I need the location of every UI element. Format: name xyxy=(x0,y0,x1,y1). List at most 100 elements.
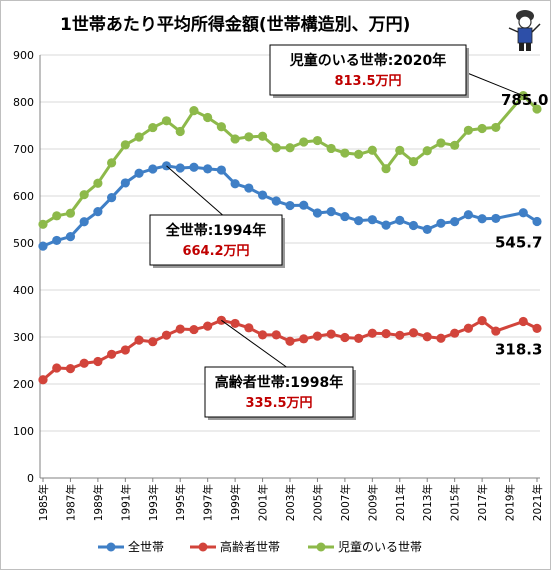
data-point xyxy=(161,116,172,126)
data-point xyxy=(189,106,199,116)
data-point xyxy=(148,122,158,133)
y-tick-label: 400 xyxy=(13,284,34,297)
data-point xyxy=(230,134,240,144)
callouts: 545.7 318.3 785.0 全世帯:1994年 664.2万円高齢者世帯:199… xyxy=(149,44,548,420)
x-tick-label: 2011年 xyxy=(394,484,407,521)
data-point xyxy=(65,208,76,218)
data-point xyxy=(422,146,432,156)
data-point xyxy=(203,321,213,331)
data-point xyxy=(52,235,62,246)
y-tick-label: 200 xyxy=(13,378,34,391)
y-tick-label: 700 xyxy=(13,143,34,156)
data-point xyxy=(148,337,158,347)
mascot-figure-icon xyxy=(508,10,541,51)
data-point xyxy=(463,125,473,135)
callout-box xyxy=(269,44,467,96)
x-tick-label: 2007年 xyxy=(339,484,352,521)
data-point xyxy=(477,123,487,134)
data-point xyxy=(395,215,405,225)
end-value-label: 318.3 xyxy=(495,340,542,358)
data-point xyxy=(134,132,144,142)
data-point xyxy=(203,164,213,174)
data-point xyxy=(312,135,323,146)
x-tick-label: 1993年 xyxy=(147,484,160,521)
y-tick-label: 500 xyxy=(13,237,34,250)
y-tick-label: 100 xyxy=(13,425,34,438)
legend: 全世帯 高齢者世帯 児童のいる世帯 xyxy=(98,539,422,554)
data-point xyxy=(491,213,501,224)
data-point xyxy=(326,207,336,217)
data-point xyxy=(52,211,62,221)
data-point xyxy=(175,324,185,334)
data-point xyxy=(120,178,130,188)
x-tick-label: 1989年 xyxy=(92,484,105,521)
data-point xyxy=(395,145,405,156)
x-tick-label: 2005年 xyxy=(311,484,324,521)
data-point xyxy=(203,112,213,123)
data-point xyxy=(299,137,309,147)
data-point xyxy=(65,364,76,374)
data-point xyxy=(381,164,391,174)
data-point xyxy=(491,326,501,336)
data-point xyxy=(340,211,350,222)
legend-swatch-marker xyxy=(316,542,326,552)
data-point xyxy=(408,220,419,231)
data-point xyxy=(450,217,460,227)
data-point xyxy=(340,332,350,343)
axes: 0 100 200 300 400 500 600 700 800 900 1985年 1987年 19… xyxy=(13,49,544,521)
data-point xyxy=(312,208,323,218)
y-tick-label: 300 xyxy=(13,331,34,344)
data-point xyxy=(381,220,391,230)
y-tick-label: 800 xyxy=(13,96,34,109)
data-point xyxy=(395,330,405,340)
x-tick-label: 2013年 xyxy=(421,484,434,521)
data-point xyxy=(38,375,48,385)
data-point xyxy=(436,218,446,228)
callout-value: 664.2万円 xyxy=(182,244,249,259)
legend-label: 全世帯 xyxy=(128,539,164,554)
data-point xyxy=(422,224,432,235)
x-tick-label: 1987年 xyxy=(64,484,77,521)
data-point xyxy=(271,196,281,206)
x-tick-label: 1997年 xyxy=(202,484,215,521)
x-tick-label: 1991年 xyxy=(119,484,132,521)
data-point xyxy=(408,328,419,338)
chart-title: 1世帯あたり平均所得金額(世帯構造別、万円) xyxy=(60,14,410,35)
callout-leader xyxy=(221,319,287,368)
data-point xyxy=(230,179,240,189)
data-point xyxy=(518,208,528,218)
data-point xyxy=(93,356,103,367)
legend-swatch-marker xyxy=(198,542,208,552)
data-point xyxy=(326,329,336,339)
data-point xyxy=(326,143,336,154)
data-point xyxy=(148,164,158,174)
data-point xyxy=(271,143,281,153)
data-point xyxy=(120,345,130,355)
data-point xyxy=(518,316,528,327)
data-point xyxy=(38,241,48,251)
x-tick-label: 2003年 xyxy=(284,484,297,521)
callout-box xyxy=(204,366,354,418)
data-point xyxy=(107,192,117,203)
x-tick-label: 2001年 xyxy=(257,484,270,521)
data-point xyxy=(477,214,487,224)
y-tick-label: 600 xyxy=(13,190,34,203)
data-point xyxy=(450,328,460,338)
data-point xyxy=(367,328,377,338)
data-point xyxy=(134,168,144,178)
callout-leader xyxy=(465,72,524,97)
data-point xyxy=(52,363,62,373)
data-point xyxy=(532,323,542,333)
series-lines xyxy=(38,91,542,385)
data-point xyxy=(354,149,364,160)
data-point xyxy=(518,91,528,101)
data-point xyxy=(450,140,460,150)
x-tick-label: 2021年 xyxy=(531,484,544,521)
data-point xyxy=(216,122,226,132)
data-point xyxy=(79,217,89,227)
data-point xyxy=(189,162,199,172)
data-point xyxy=(354,333,364,344)
data-point xyxy=(175,126,185,137)
data-point xyxy=(244,323,254,333)
